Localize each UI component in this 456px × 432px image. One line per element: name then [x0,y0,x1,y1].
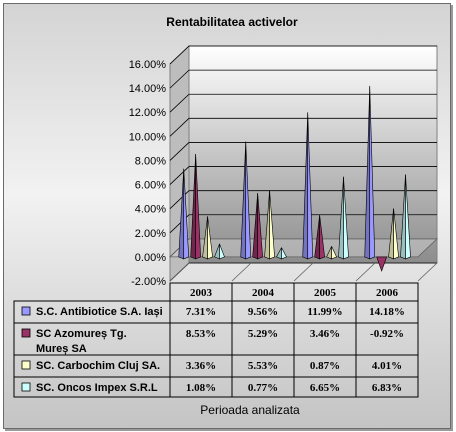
chart-cone [214,243,225,260]
chart-cone [338,176,349,260]
y-gridline [169,93,437,113]
chart-cone [400,174,411,260]
data-table-value: 5.29% [248,328,278,340]
legend-label: SC. Carbochim Cluj SA. [36,360,160,372]
legend-label: Mureș SA [36,343,87,355]
chart-cone-right [369,85,376,260]
chart-cone-right [319,215,325,260]
chart-cone-right [343,176,349,260]
y-gridline [169,45,437,65]
chart-cone [364,85,376,260]
data-table-value: 7.31% [186,306,216,318]
data-table-value: 0.77% [248,382,278,394]
category-divider [169,262,190,282]
chart-cone-right [207,216,213,260]
y-gridline [169,190,437,209]
category-divider [355,262,376,282]
legend-label: S.C. Antibiotice S.A. Iași [36,306,163,318]
chart-cone [326,246,337,260]
x-axis-label: Perioada analizata [200,403,300,417]
data-table-value: -0.92% [370,328,404,340]
chart-cone-right [331,246,337,260]
category-divider [231,262,252,282]
chart-title: Rentabilitatea activelor [166,15,298,29]
chart-cone [252,193,263,260]
chart-cone [388,208,399,260]
y-gridline [169,142,437,161]
y-gridline [169,166,437,185]
x-category-label: 2004 [252,287,275,299]
data-table-value: 3.36% [186,360,216,372]
data-table-value: 5.53% [248,360,278,372]
y-tick-label: 16.00% [129,59,167,71]
y-tick-label: 10.00% [129,131,167,143]
y-tick-label: 4.00% [135,204,166,216]
x-category-label: 2005 [314,287,337,299]
y-tick-label: 12.00% [129,107,167,119]
data-table-value: 9.56% [248,306,278,318]
chart-cone [302,112,314,260]
chart-cone-right [281,247,287,260]
y-tick-label: 0.00% [135,252,166,264]
chart-cone-right [307,112,314,260]
x-category-label: 2006 [376,287,399,299]
y-tick-label: 8.00% [135,155,166,167]
chart-cone-right [219,243,225,260]
chart-cone-right [183,168,190,260]
chart-cone [264,190,275,260]
data-table-value: 0.87% [310,360,340,372]
y-tick-label: -2.00% [131,276,166,288]
chart-cone-right [257,193,263,260]
chart-cone-neg [376,256,388,272]
category-divider [293,262,314,282]
y-tick-label: 6.00% [135,180,166,192]
legend-label: SC. Oncos Impex S.R.L [36,382,158,394]
chart-cone [240,141,252,260]
chart-cone [190,154,201,260]
data-table-value: 8.53% [186,328,216,340]
chart-cone-right [405,174,411,260]
legend-swatch [21,360,31,370]
plot-back-wall [188,45,438,264]
chart-cone [276,247,287,260]
y-tick-label: 14.00% [129,83,167,95]
chart-cone-right [195,154,201,260]
y-gridline [169,69,437,89]
legend-swatch [21,382,31,392]
chart-cone [376,256,388,272]
legend-swatch [21,306,31,316]
y-gridline [169,214,437,234]
data-table-value: 3.46% [310,328,340,340]
chart-cone [202,216,213,260]
data-table-value: 6.83% [372,382,402,394]
chart-cone-right [393,208,399,260]
chart-cone [314,215,325,260]
chart-cone-right [245,141,252,260]
data-table-value: 11.99% [307,306,342,318]
y-tick-label: 2.00% [135,228,166,240]
x-category-label: 2003 [190,287,213,299]
data-table-value: 4.01% [372,360,402,372]
y-gridline [169,117,437,137]
category-divider [417,262,438,282]
data-table-value: 1.08% [186,382,216,394]
chart-cone-right [269,190,275,260]
data-table-value: 6.65% [310,382,340,394]
legend-label: SC Azomureș Tg. [36,328,127,340]
legend-swatch [21,328,31,338]
data-table-value: 14.18% [369,306,405,318]
chart-cone [178,168,190,260]
